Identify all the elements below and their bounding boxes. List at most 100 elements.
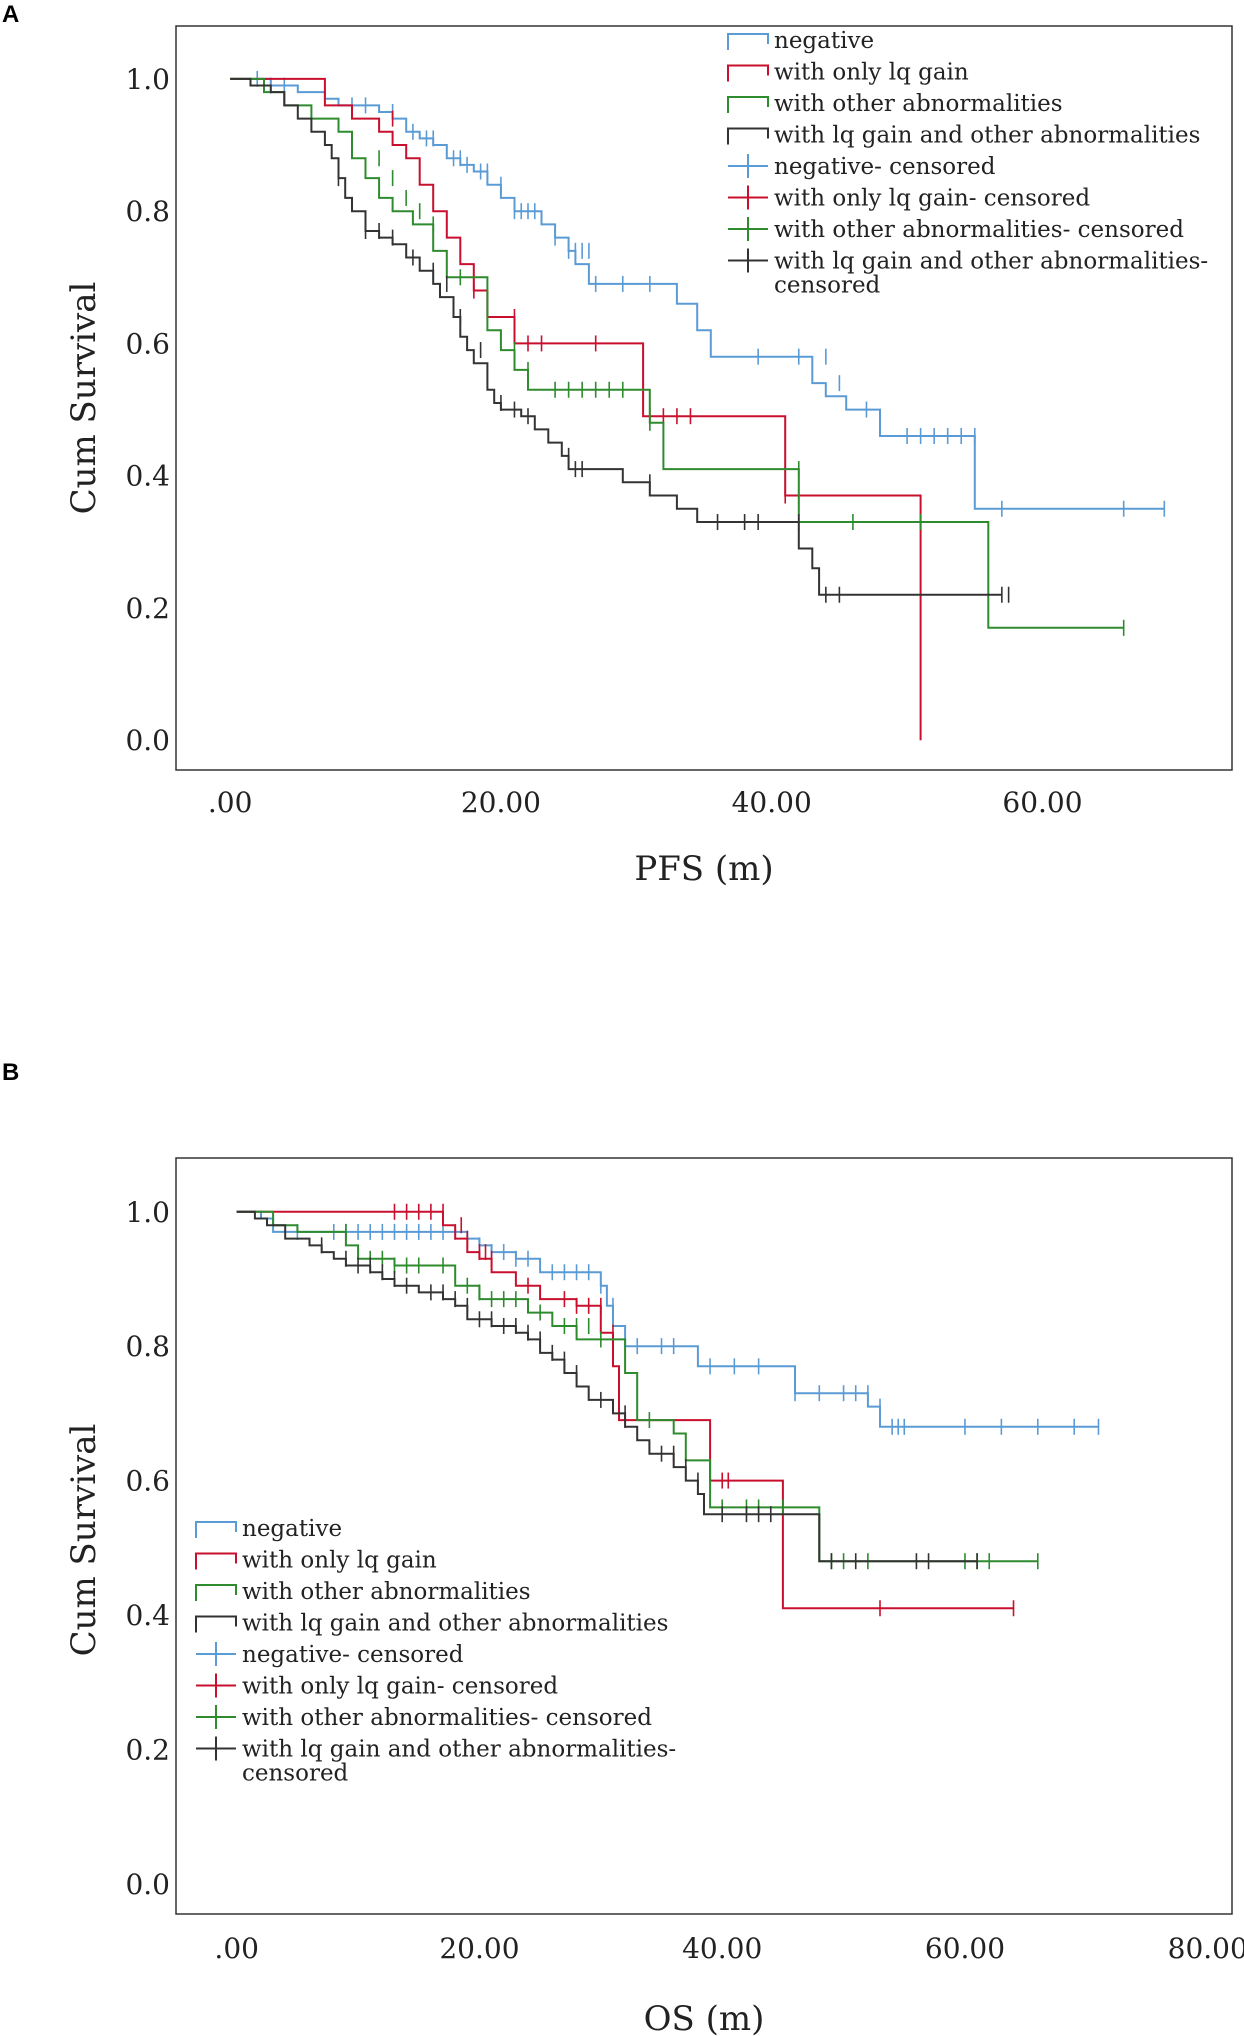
legend-item-with-other-abnormalities: with other abnormalities — [195, 1579, 531, 1605]
legend-label: with other abnormalities — [774, 91, 1063, 117]
legend-item-negative-censored: negative- censored — [728, 154, 996, 180]
legend-item-with-only-lq-gain: with only lq gain — [195, 1548, 437, 1574]
y-tick-label: 0.8 — [125, 1330, 170, 1363]
legend-swatch-line — [195, 1552, 237, 1570]
survival-curve-with-lq-gain-and-other-abnormalities — [236, 1210, 978, 1563]
x-tick-label: 40.00 — [682, 1932, 762, 1965]
legend-item-with-lq-gain-and-other-abnormalities: with lq gain and other abnormalities — [727, 123, 1200, 149]
y-tick-label: 0.4 — [125, 1599, 170, 1632]
legend: negative with only lq gain with other abno… — [195, 1516, 676, 1787]
legend-label: with only lq gain — [774, 60, 969, 86]
x-axis-title: OS (m) — [644, 1999, 765, 2036]
series-negative — [236, 1210, 1100, 1435]
panel-label: B — [2, 1059, 19, 1086]
x-tick-label: 80.00 — [1168, 1932, 1244, 1965]
legend-label: with only lq gain — [242, 1548, 437, 1574]
plot-frame — [175, 1157, 1233, 1915]
legend-label-line: censored — [774, 273, 881, 299]
legend-label: with lq gain and other abnormalities-cen… — [774, 249, 1208, 299]
legend-label-line: with lq gain and other abnormalities- — [774, 249, 1208, 275]
x-tick-label: 20.00 — [439, 1932, 519, 1965]
legend-item-with-lq-gain-and-other-abnormalities-censored: with lq gain and other abnormalities-cen… — [728, 248, 1208, 299]
y-axis-title: Cum Survival — [64, 282, 104, 515]
x-tick-label: 40.00 — [732, 786, 812, 819]
x-axis-title: PFS (m) — [634, 849, 773, 889]
y-tick-label: 0.4 — [125, 460, 170, 493]
legend-label: with only lq gain- censored — [774, 186, 1090, 212]
legend-item-with-other-abnormalities-censored: with other abnormalities- censored — [728, 217, 1184, 243]
legend-label-line: negative- censored — [774, 154, 996, 180]
legend-label: with other abnormalities- censored — [242, 1705, 652, 1731]
y-tick-label: 0.0 — [125, 1868, 170, 1901]
legend-item-with-other-abnormalities-censored: with other abnormalities- censored — [196, 1705, 652, 1731]
legend-label-line: with only lq gain- censored — [242, 1674, 558, 1700]
chart-panel-b: B .00 20.00 40.00 60.00 80.00 0.0 0.2 0.4 0.6 0.8 1… — [2, 1059, 1244, 2036]
survival-curve-with-only-lq-gain — [230, 77, 922, 741]
panel-label: A — [2, 1, 19, 28]
legend-swatch-line — [727, 96, 769, 113]
legend-label-line: with other abnormalities- censored — [774, 217, 1184, 243]
legend-label-line: with only lq gain — [774, 60, 969, 86]
y-tick-label: 0.8 — [125, 195, 170, 228]
legend-item-with-only-lq-gain: with only lq gain — [727, 60, 969, 86]
x-tick-label: .00 — [214, 1932, 259, 1965]
legend-label: negative — [242, 1516, 342, 1542]
legend-swatch-line — [195, 1521, 237, 1538]
legend-label-line: with lq gain and other abnormalities — [242, 1611, 668, 1637]
y-tick-label: 0.6 — [125, 327, 170, 360]
legend-swatch-line — [195, 1584, 237, 1601]
legend-item-with-only-lq-gain-censored: with only lq gain- censored — [728, 185, 1090, 212]
legend-label-line: with other abnormalities — [242, 1579, 531, 1605]
survival-curve-negative — [236, 1210, 1099, 1428]
legend-label-line: with lq gain and other abnormalities- — [242, 1737, 676, 1763]
y-tick-label: 1.0 — [125, 1196, 170, 1229]
x-tick-label: 60.00 — [1002, 786, 1082, 819]
legend-item-negative: negative — [727, 28, 874, 54]
legend-label: with lq gain and other abnormalities-cen… — [242, 1737, 676, 1787]
legend-label-line: negative — [242, 1516, 342, 1542]
legend-label-line: with lq gain and other abnormalities — [774, 123, 1200, 149]
legend-label: with lq gain and other abnormalities — [242, 1611, 668, 1637]
legend-label-line: negative — [774, 28, 874, 54]
legend-label-line: with other abnormalities — [774, 91, 1063, 117]
legend-item-negative: negative — [195, 1516, 342, 1542]
legend-label-line: negative- censored — [242, 1642, 464, 1668]
legend-label: negative- censored — [242, 1642, 464, 1668]
legend-swatch-line — [727, 127, 769, 145]
series-with-lq-gain-and-other-abnormalities — [236, 1210, 978, 1570]
legend-label: with other abnormalities- censored — [774, 217, 1184, 243]
legend-label-line: censored — [242, 1761, 349, 1787]
x-tick-label: 20.00 — [461, 786, 541, 819]
y-axis-title: Cum Survival — [64, 1424, 104, 1657]
legend-label: with lq gain and other abnormalities — [774, 123, 1200, 149]
plot-frame — [175, 25, 1233, 771]
legend-item-negative-censored: negative- censored — [196, 1642, 464, 1668]
legend-swatch-line — [195, 1615, 237, 1633]
survival-curve-with-other-abnormalities — [230, 77, 1124, 629]
y-tick-label: 1.0 — [125, 63, 170, 96]
legend-item-with-lq-gain-and-other-abnormalities-censored: with lq gain and other abnormalities-cen… — [196, 1736, 676, 1787]
x-tick-label: 60.00 — [925, 1932, 1005, 1965]
legend-item-with-other-abnormalities: with other abnormalities — [727, 91, 1063, 117]
y-tick-label: 0.6 — [125, 1465, 170, 1498]
legend-item-with-only-lq-gain-censored: with only lq gain- censored — [196, 1673, 558, 1700]
series-with-lq-gain-and-other-abnormalities — [230, 77, 1010, 603]
legend-label-line: with only lq gain — [242, 1548, 437, 1574]
chart-panel-a: A .00 20.00 40.00 60.00 0.0 0.2 0.4 0.6 0.8 1.0 PFS… — [2, 1, 1233, 889]
survival-curve-with-lq-gain-and-other-abnormalities — [230, 77, 1002, 596]
y-tick-label: 0.2 — [125, 1733, 170, 1766]
legend-swatch-line — [727, 64, 769, 82]
y-tick-label: 0.2 — [125, 592, 170, 625]
legend-label-line: with other abnormalities- censored — [242, 1705, 652, 1731]
survival-curve-negative — [230, 77, 1165, 510]
series-negative — [230, 70, 1166, 517]
series-with-other-abnormalities — [230, 77, 1125, 636]
survival-curve-with-other-abnormalities — [236, 1210, 1038, 1563]
legend-label: with only lq gain- censored — [242, 1674, 558, 1700]
legend-item-with-lq-gain-and-other-abnormalities: with lq gain and other abnormalities — [195, 1611, 668, 1637]
legend-label-line: with only lq gain- censored — [774, 186, 1090, 212]
legend: negative with only lq gain with other abno… — [727, 28, 1208, 299]
x-tick-label: .00 — [208, 786, 253, 819]
legend-label: negative — [774, 28, 874, 54]
